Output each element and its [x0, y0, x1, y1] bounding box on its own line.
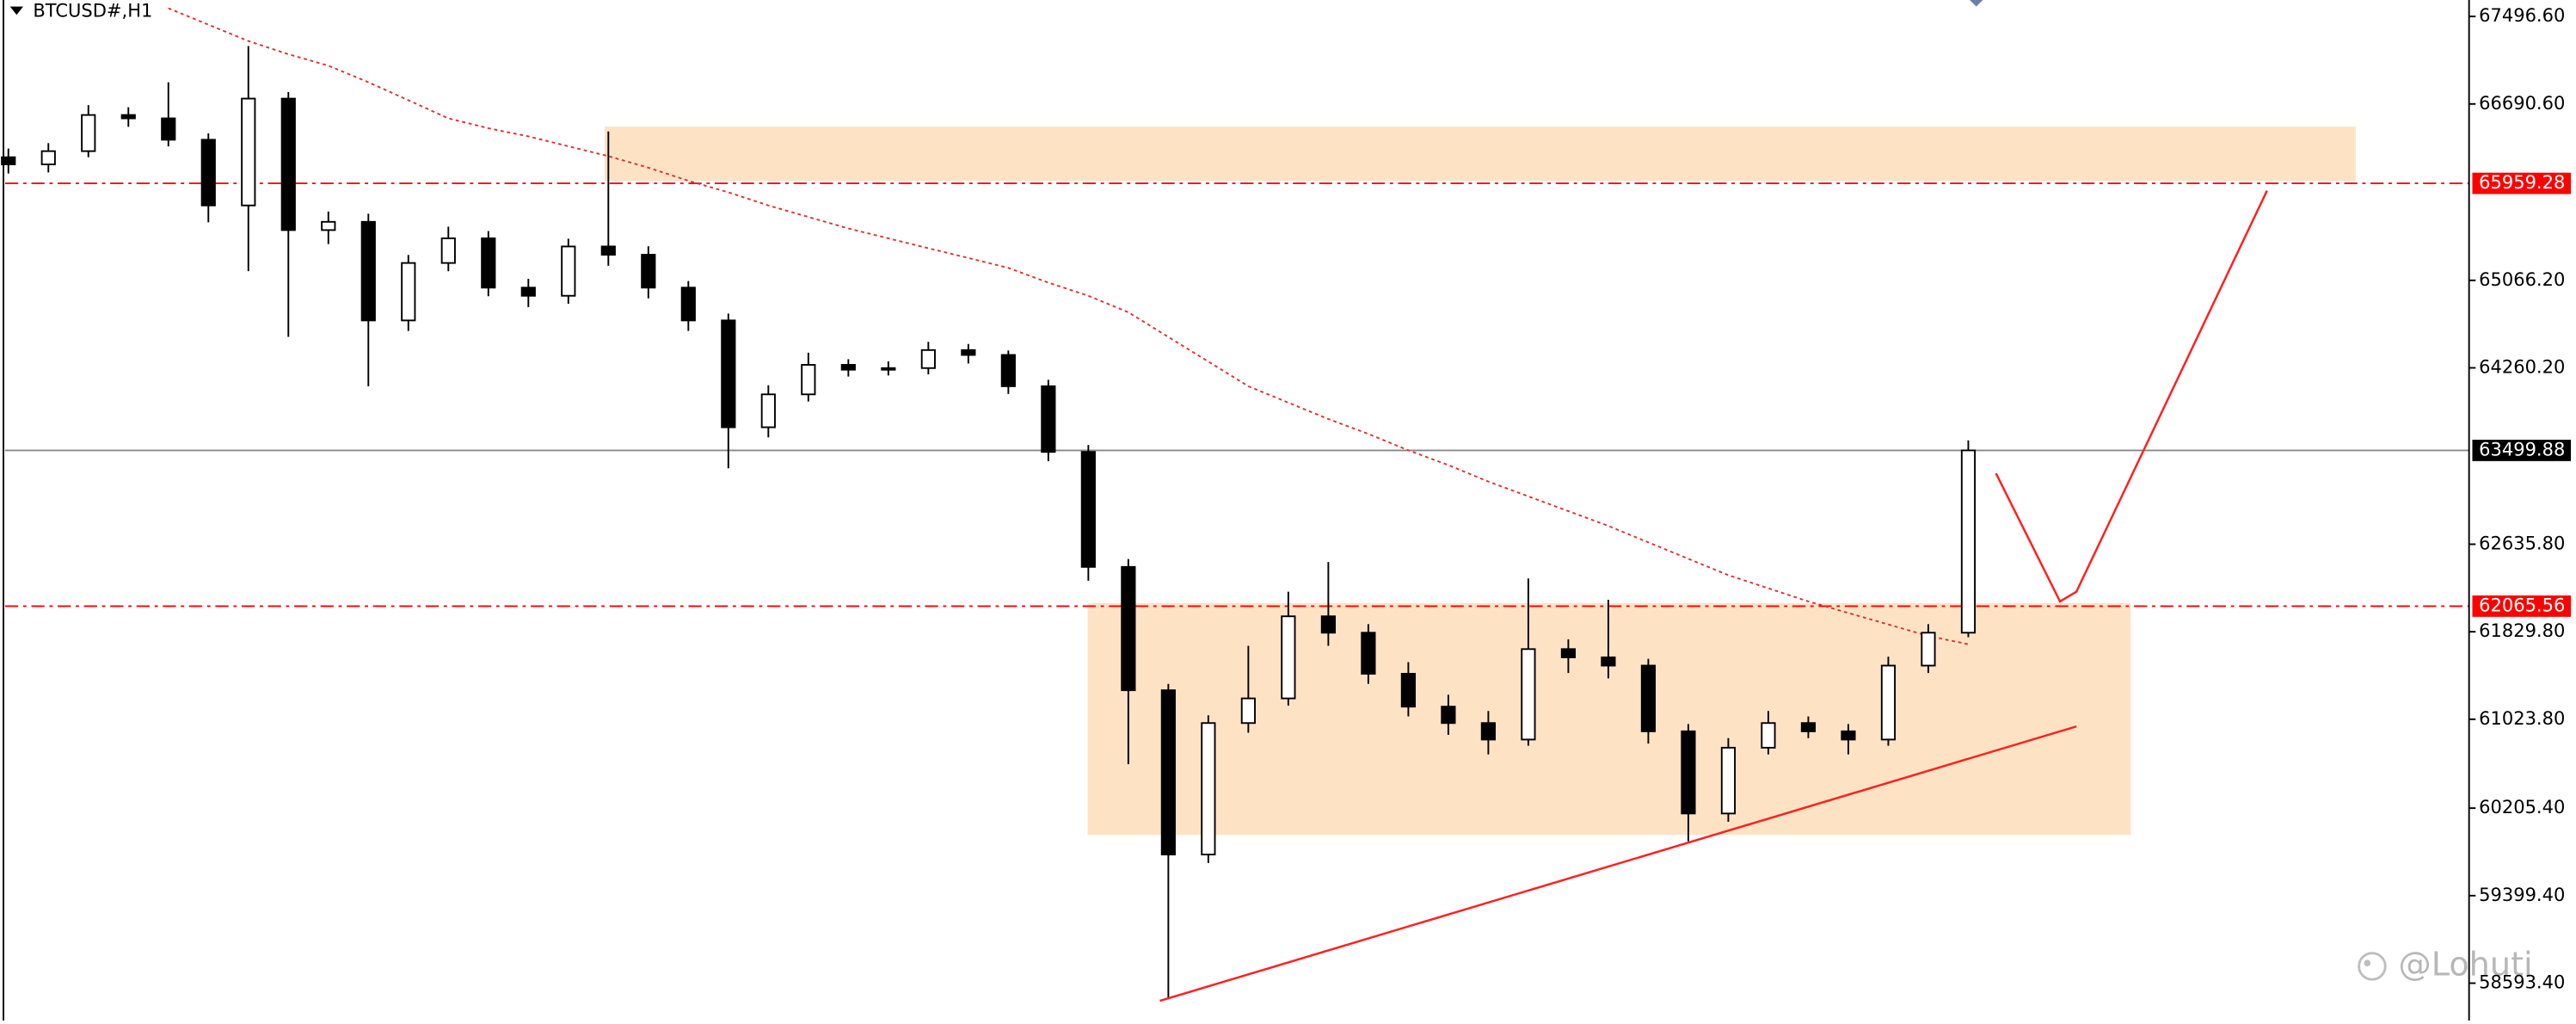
candle-body — [1041, 385, 1056, 453]
candle-body — [81, 114, 96, 152]
candle-body — [401, 262, 416, 322]
candle-body — [1201, 722, 1216, 856]
candle-body — [801, 364, 816, 396]
candle-body — [280, 97, 296, 231]
levels — [4, 182, 2469, 608]
candle-body — [1281, 615, 1296, 700]
candle-body — [721, 319, 736, 429]
y-tick-label: 65066.20 — [2479, 269, 2565, 290]
zone — [605, 126, 2356, 182]
candle-body — [321, 220, 336, 231]
y-tick-label: 61829.80 — [2479, 620, 2565, 641]
candle-body — [40, 150, 56, 165]
candle-body — [760, 393, 776, 429]
level-label-bg — [2472, 595, 2572, 617]
candle-body — [600, 245, 616, 256]
candle-body — [961, 349, 976, 356]
menu-triangle — [9, 6, 23, 15]
candle-body — [1000, 354, 1016, 387]
level-label: 62065.56 — [2479, 595, 2565, 615]
plot — [1, 7, 1977, 1000]
candle-body — [1400, 673, 1416, 708]
projection-line — [1995, 190, 2268, 603]
trend-line — [1159, 725, 2077, 1002]
candle-body — [1080, 451, 1096, 568]
candle-body — [1361, 632, 1376, 675]
candle-body — [200, 139, 216, 207]
watermark: @Lohuti — [2399, 946, 2533, 984]
candle-body — [1800, 722, 1817, 732]
candle-body — [1521, 648, 1536, 741]
y-tick-label: 66690.60 — [2479, 93, 2565, 114]
y-tick-label: 62635.80 — [2479, 533, 2565, 553]
candle-body — [520, 287, 536, 297]
y-tick-label: 58593.40 — [2479, 972, 2565, 993]
candle-body — [161, 117, 176, 141]
moving-average — [168, 7, 1969, 645]
zones — [605, 126, 2356, 836]
candle-body — [1640, 664, 1657, 732]
level-label: 65959.28 — [2479, 172, 2565, 193]
watermark-logo — [2358, 952, 2387, 981]
candle-body — [920, 349, 936, 369]
candle-body — [1320, 615, 1336, 634]
candle-body — [241, 97, 256, 207]
candle-body — [680, 287, 696, 322]
candle-body — [1121, 565, 1136, 692]
y-tick-label: 64260.20 — [2479, 356, 2565, 377]
candle-body — [1240, 697, 1256, 725]
candle-body — [840, 364, 856, 371]
level-label-bg — [2472, 172, 2572, 194]
candle-body — [1560, 648, 1577, 658]
marker — [1970, 0, 1983, 7]
candle-body — [1160, 689, 1176, 856]
y-tick-label: 67496.60 — [2479, 5, 2565, 26]
candle-body — [1960, 449, 1977, 634]
candle-body — [1880, 664, 1897, 741]
candle-body — [641, 254, 656, 289]
candle-body — [1, 156, 16, 165]
candle-body — [1681, 730, 1696, 815]
candle-body — [120, 114, 136, 120]
candle-body — [1761, 722, 1776, 749]
candle-body — [440, 237, 456, 264]
candle-body — [360, 220, 376, 322]
candle-body — [881, 367, 896, 371]
y-tick-label: 60205.40 — [2479, 797, 2565, 817]
candle-body — [1720, 746, 1737, 815]
candle-body — [1441, 706, 1456, 725]
candle-body — [1480, 722, 1496, 741]
symbol-label: BTCUSD#,H1 — [33, 0, 152, 21]
level-label: 63499.88 — [2479, 439, 2565, 460]
candle-body — [1841, 730, 1856, 741]
candle-body — [1921, 632, 1936, 667]
candle-body — [561, 245, 576, 297]
candle-body — [481, 237, 496, 289]
candle-body — [1601, 656, 1616, 667]
level-label-bg — [2472, 440, 2572, 461]
y-tick-label: 61023.80 — [2479, 708, 2565, 729]
y-tick-label: 59399.40 — [2479, 885, 2565, 905]
